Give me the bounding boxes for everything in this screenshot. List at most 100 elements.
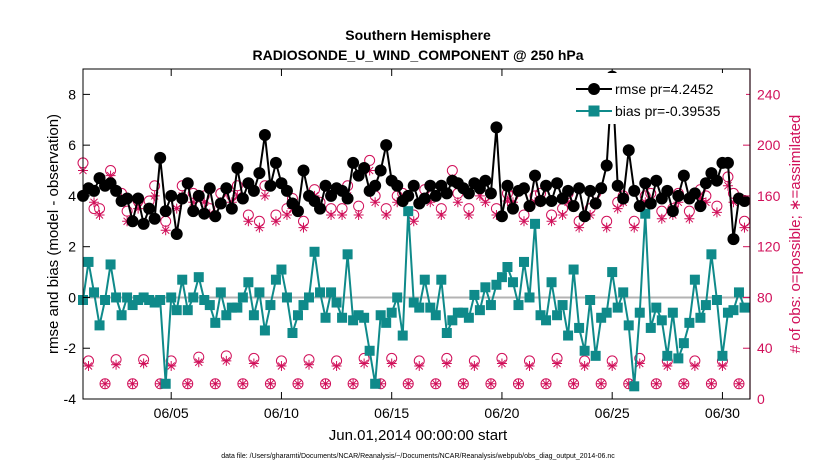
assimilated-obs-point [298, 222, 309, 233]
bias-point [656, 315, 667, 326]
footnote: data file: /Users/gharamti/Documents/NCA… [221, 453, 615, 460]
bias-point [728, 305, 739, 316]
assimilated-obs-point [480, 197, 491, 208]
rmse-point [523, 200, 536, 213]
bias-point [287, 328, 298, 338]
bias-point [590, 350, 601, 361]
assimilated-obs-point [193, 357, 204, 368]
bias-point [248, 310, 259, 321]
assimilated-obs-point [188, 197, 199, 208]
y2-tick-label: 0 [757, 391, 765, 407]
assimilated-obs-point [518, 216, 529, 227]
bias-point [403, 206, 414, 217]
assimilated-obs-point [149, 190, 160, 201]
assimilated-obs-point [133, 203, 144, 214]
bias-point [667, 307, 678, 318]
bias-point [177, 274, 188, 285]
rmse-point [209, 210, 222, 223]
rmse-point [562, 184, 575, 197]
bias-point [430, 310, 441, 321]
assimilated-obs-point [171, 203, 182, 214]
y2-tick-label: 40 [757, 340, 773, 356]
rmse-point [236, 192, 249, 205]
bias-point [232, 302, 243, 313]
rmse-point [694, 200, 707, 213]
assimilated-obs-point [127, 378, 138, 389]
y-tick-label: -4 [64, 391, 77, 407]
assimilated-obs-point [441, 358, 452, 369]
assimilated-obs-point [243, 216, 254, 227]
possible-obs-point [231, 180, 243, 192]
bias-point [259, 325, 270, 336]
rmse-point [187, 205, 200, 218]
rmse-point [264, 179, 277, 192]
rmse-point [551, 177, 564, 190]
rmse-point [391, 179, 404, 192]
bias-point [557, 300, 568, 311]
bias-point [684, 317, 695, 328]
assimilated-obs-point [541, 378, 552, 389]
bias-point [651, 302, 662, 313]
assimilated-obs-point [596, 378, 607, 389]
x-axis-label: Jun.01,2014 00:00:00 start [329, 427, 508, 444]
rmse-point [143, 202, 156, 215]
y-tick-label: 6 [68, 137, 76, 153]
assimilated-obs-point [496, 358, 507, 369]
bias-point [348, 315, 359, 326]
assimilated-obs-point [507, 197, 518, 208]
bias-point [485, 300, 496, 311]
assimilated-obs-point [359, 358, 370, 369]
bias-point [292, 310, 303, 321]
rmse-point [137, 217, 150, 230]
rmse-point [347, 156, 360, 169]
rmse-point [484, 187, 497, 200]
bias-point [204, 300, 215, 311]
rmse-point [727, 233, 740, 246]
bias-point [116, 310, 127, 321]
bias-point [425, 302, 436, 313]
assimilated-obs-point [568, 378, 579, 389]
rmse-point [506, 202, 519, 215]
bias-point [144, 295, 155, 305]
assimilated-obs-point [557, 209, 568, 220]
bias-point [89, 287, 100, 298]
assimilated-obs-point [651, 378, 662, 389]
bias-point [281, 292, 292, 303]
rmse-point [677, 169, 690, 182]
bias-point [309, 246, 320, 257]
bias-point [160, 378, 171, 389]
assimilated-obs-point [469, 361, 480, 371]
bias-point [370, 378, 381, 389]
bias-point [458, 307, 469, 318]
possible-obs-point [121, 205, 133, 217]
bias-point [579, 345, 590, 356]
legend-bias-label: bias pr=-0.39535 [615, 103, 721, 119]
rmse-point [440, 187, 453, 200]
bias-point [270, 274, 281, 285]
assimilated-obs-point [722, 180, 733, 191]
rmse-point [176, 192, 189, 205]
assimilated-obs-point [458, 378, 469, 389]
assimilated-obs-point [276, 361, 287, 371]
rmse-point [198, 207, 211, 220]
rmse-point [181, 177, 194, 190]
assimilated-obs-point [739, 222, 750, 233]
rmse-point [600, 159, 613, 172]
bias-point [364, 345, 375, 356]
assimilated-obs-point [563, 197, 574, 208]
assimilated-obs-point [364, 165, 375, 176]
bias-point [386, 307, 397, 318]
bias-point [706, 249, 717, 260]
y2-axis-label: # of obs: o=possible; ∗=assimilated [787, 115, 804, 354]
rmse-point [291, 205, 304, 218]
assimilated-obs-point [381, 209, 392, 220]
assimilated-obs-point [199, 197, 210, 208]
rmse-point [148, 212, 161, 225]
assimilated-obs-point [304, 359, 315, 370]
bias-point [133, 295, 144, 305]
y2-tick-label: 120 [757, 239, 781, 255]
bias-point [188, 292, 199, 303]
y-tick-label: -2 [64, 340, 77, 356]
bias-point [441, 328, 452, 338]
bias-point [733, 287, 744, 298]
